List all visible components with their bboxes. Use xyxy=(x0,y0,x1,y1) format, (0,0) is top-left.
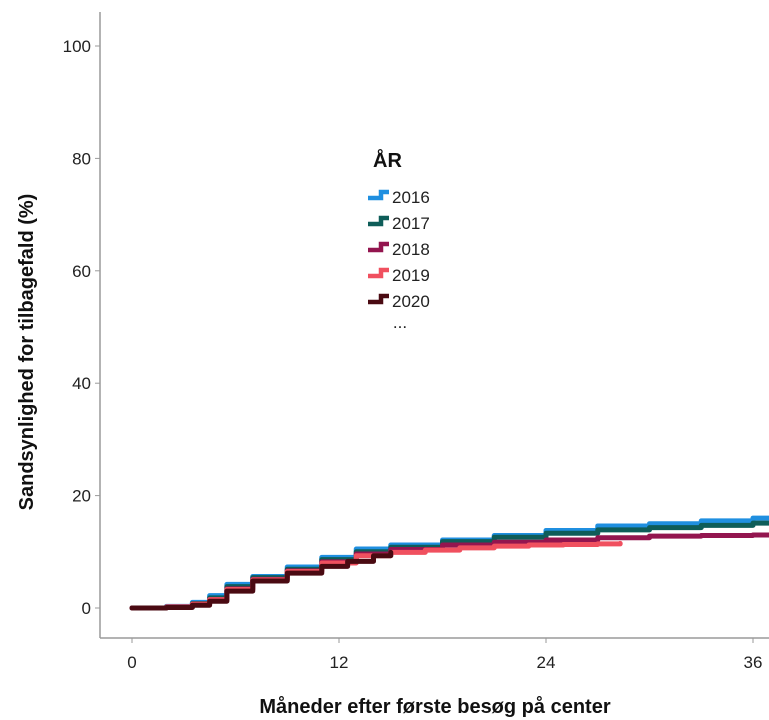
y-tick-label: 60 xyxy=(72,262,91,281)
legend-swatch-2016 xyxy=(368,189,389,201)
legend: 2016 2017 2018 2019 2020 xyxy=(368,188,430,311)
legend-more-indicator: ... xyxy=(393,313,407,332)
legend-label-2020: 2020 xyxy=(392,292,430,311)
y-axis-title: Sandsynlighed for tilbagefald (%) xyxy=(16,194,38,511)
axes: 0 12 24 36 0 20 40 60 80 100 xyxy=(63,12,769,672)
y-tick-label: 100 xyxy=(63,37,91,56)
series-layer xyxy=(129,515,769,611)
y-tick-label: 20 xyxy=(72,487,91,506)
x-tick-label: 36 xyxy=(744,653,763,672)
y-tick-label: 0 xyxy=(82,599,91,618)
legend-label-2019: 2019 xyxy=(392,266,430,285)
legend-swatch-2018 xyxy=(368,241,389,253)
legend-label-2017: 2017 xyxy=(392,214,430,233)
legend-label-2016: 2016 xyxy=(392,188,430,207)
legend-swatch-2017 xyxy=(368,215,389,227)
legend-swatch-2019 xyxy=(368,267,389,279)
y-tick-label: 40 xyxy=(72,374,91,393)
legend-title: ÅR xyxy=(373,148,402,172)
y-tick-label: 80 xyxy=(72,149,91,168)
x-tick-label: 0 xyxy=(127,653,136,672)
x-tick-label: 12 xyxy=(330,653,349,672)
series-line-2020 xyxy=(129,549,394,611)
legend-label-2018: 2018 xyxy=(392,240,430,259)
legend-swatch-2020 xyxy=(368,293,389,305)
x-axis-title: Måneder efter første besøg på center xyxy=(259,695,610,718)
x-tick-label: 24 xyxy=(537,653,556,672)
